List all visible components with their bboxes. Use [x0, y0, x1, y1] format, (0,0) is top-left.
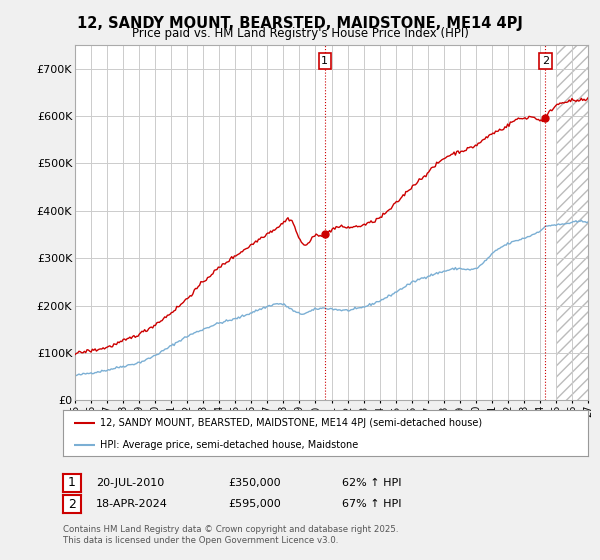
Text: 62% ↑ HPI: 62% ↑ HPI [342, 478, 401, 488]
Text: Price paid vs. HM Land Registry's House Price Index (HPI): Price paid vs. HM Land Registry's House … [131, 27, 469, 40]
Text: 1: 1 [68, 476, 76, 489]
Text: £595,000: £595,000 [228, 499, 281, 509]
Text: 2: 2 [68, 497, 76, 511]
Text: 2: 2 [542, 56, 549, 66]
Text: 18-APR-2024: 18-APR-2024 [96, 499, 168, 509]
Text: 12, SANDY MOUNT, BEARSTED, MAIDSTONE, ME14 4PJ: 12, SANDY MOUNT, BEARSTED, MAIDSTONE, ME… [77, 16, 523, 31]
Text: £350,000: £350,000 [228, 478, 281, 488]
Text: 67% ↑ HPI: 67% ↑ HPI [342, 499, 401, 509]
Text: 1: 1 [322, 56, 328, 66]
Text: 20-JUL-2010: 20-JUL-2010 [96, 478, 164, 488]
Bar [556, 45, 588, 400]
Text: 12, SANDY MOUNT, BEARSTED, MAIDSTONE, ME14 4PJ (semi-detached house): 12, SANDY MOUNT, BEARSTED, MAIDSTONE, ME… [100, 418, 482, 428]
Text: HPI: Average price, semi-detached house, Maidstone: HPI: Average price, semi-detached house,… [100, 440, 358, 450]
Text: Contains HM Land Registry data © Crown copyright and database right 2025.
This d: Contains HM Land Registry data © Crown c… [63, 525, 398, 545]
